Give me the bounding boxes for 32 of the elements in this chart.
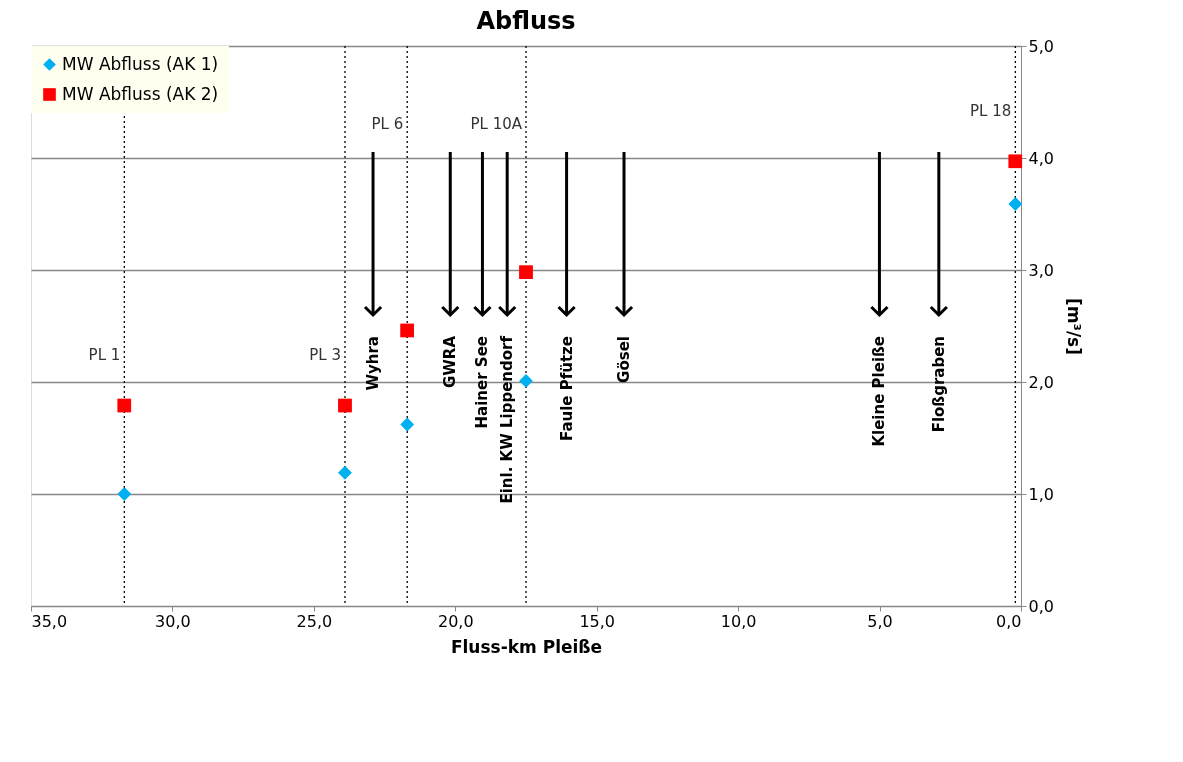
annotation: Floßgraben: [929, 336, 948, 433]
x-tick-label: 10,0: [720, 611, 757, 631]
ref-line-label: PL 3: [309, 346, 341, 365]
annotation: Gösel: [615, 336, 634, 383]
legend-label: MW Abfluss (AK 1): [62, 53, 219, 74]
y-tick-label: 4,0: [1028, 148, 1054, 168]
chart-title: Abfluss: [476, 7, 576, 35]
x-tick-label: 15,0: [579, 611, 616, 631]
x-axis-title: Fluss-km Pleiße: [450, 636, 603, 657]
annotation: Einl. KW Lippendorf: [498, 335, 517, 504]
x-tick-label: 25,0: [296, 611, 333, 631]
annotation: Kleine Pleiße: [870, 336, 889, 447]
ref-line-label: PL 6: [371, 115, 404, 134]
annotation: Hainer See: [473, 336, 492, 429]
annotation: GWRA: [441, 335, 460, 389]
x-tick-label: 35,0: [31, 611, 68, 631]
x-tick-label: 5,0: [867, 611, 893, 631]
annotation: Faule Pfütze: [557, 336, 576, 441]
x-tick-label: 30,0: [155, 611, 191, 631]
x-tick-label: 20,0: [437, 611, 474, 631]
y-tick-label: 3,0: [1028, 260, 1054, 280]
y-tick-label: 5,0: [1028, 36, 1054, 56]
y-tick-label: 0,0: [1028, 596, 1054, 616]
legend-label: MW Abfluss (AK 2): [62, 83, 219, 104]
x-tick-label: 0,0: [996, 611, 1022, 631]
ref-line-label: PL 10A: [470, 115, 523, 134]
ref-line-label: PL 18: [970, 101, 1012, 120]
ref-line-label: PL 1: [88, 346, 121, 365]
y-tick-label: 1,0: [1028, 484, 1054, 504]
y-axis-title: [m³/s]: [1063, 297, 1084, 356]
annotation: Wyhra: [364, 336, 383, 391]
y-tick-label: 2,0: [1028, 372, 1054, 392]
